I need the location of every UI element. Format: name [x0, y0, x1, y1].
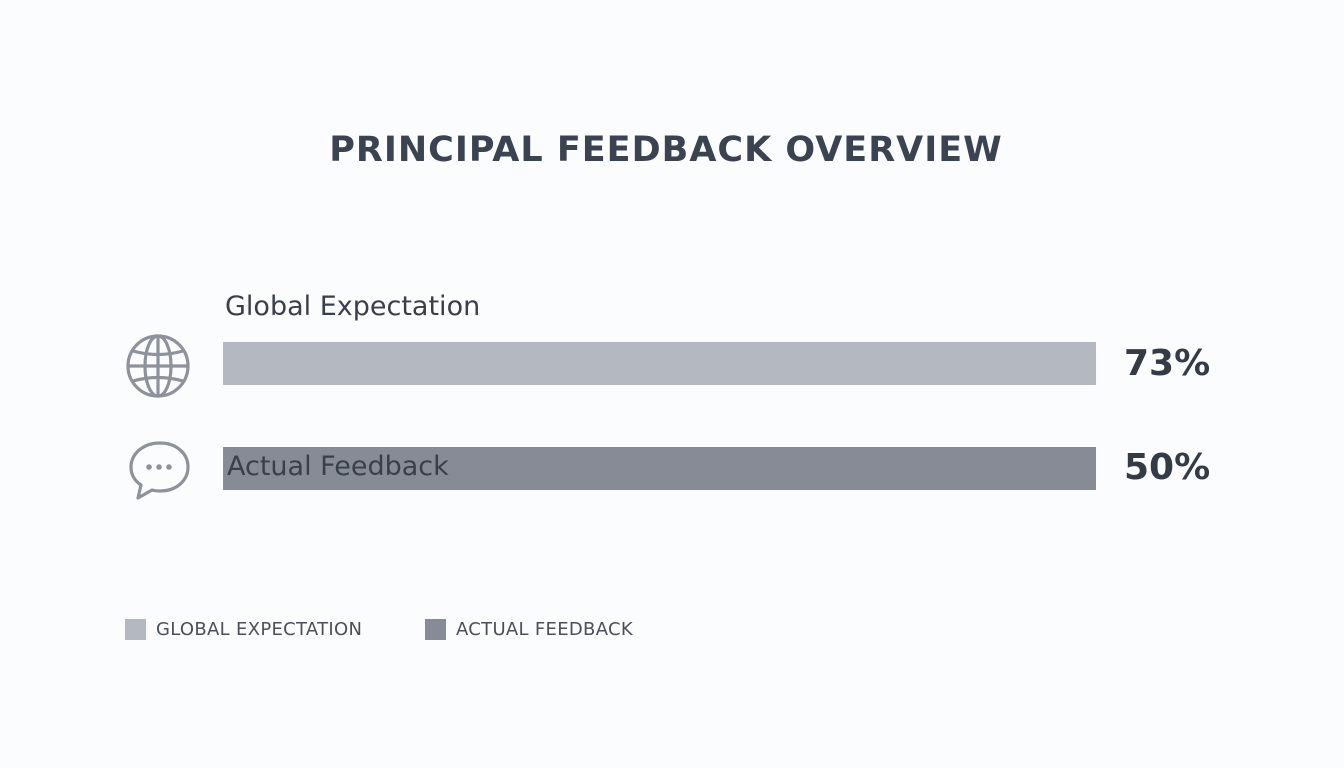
- legend-label-actual-feedback: ACTUAL FEEDBACK: [456, 618, 633, 640]
- legend-label-global-expectation: GLOBAL EXPECTATION: [156, 618, 363, 640]
- bar-global-expectation: [223, 342, 1096, 385]
- value-label-actual-feedback: 50%: [1124, 447, 1211, 488]
- chart-title: PRINCIPAL FEEDBACK OVERVIEW: [329, 130, 1003, 170]
- globe-icon: [123, 331, 193, 401]
- chat-bubble-icon: [125, 438, 195, 508]
- legend-item-global-expectation: GLOBAL EXPECTATION: [125, 617, 362, 641]
- legend-swatch-actual-feedback: [425, 618, 446, 640]
- bar-actual-feedback: [223, 447, 1096, 490]
- category-label-global-expectation: Global Expectation: [225, 291, 481, 322]
- legend-swatch-global-expectation: [125, 618, 146, 640]
- category-label-actual-feedback: Actual Feedback: [227, 451, 449, 482]
- value-label-global-expectation: 73%: [1124, 343, 1211, 384]
- legend-item-actual-feedback: ACTUAL FEEDBACK: [425, 617, 633, 641]
